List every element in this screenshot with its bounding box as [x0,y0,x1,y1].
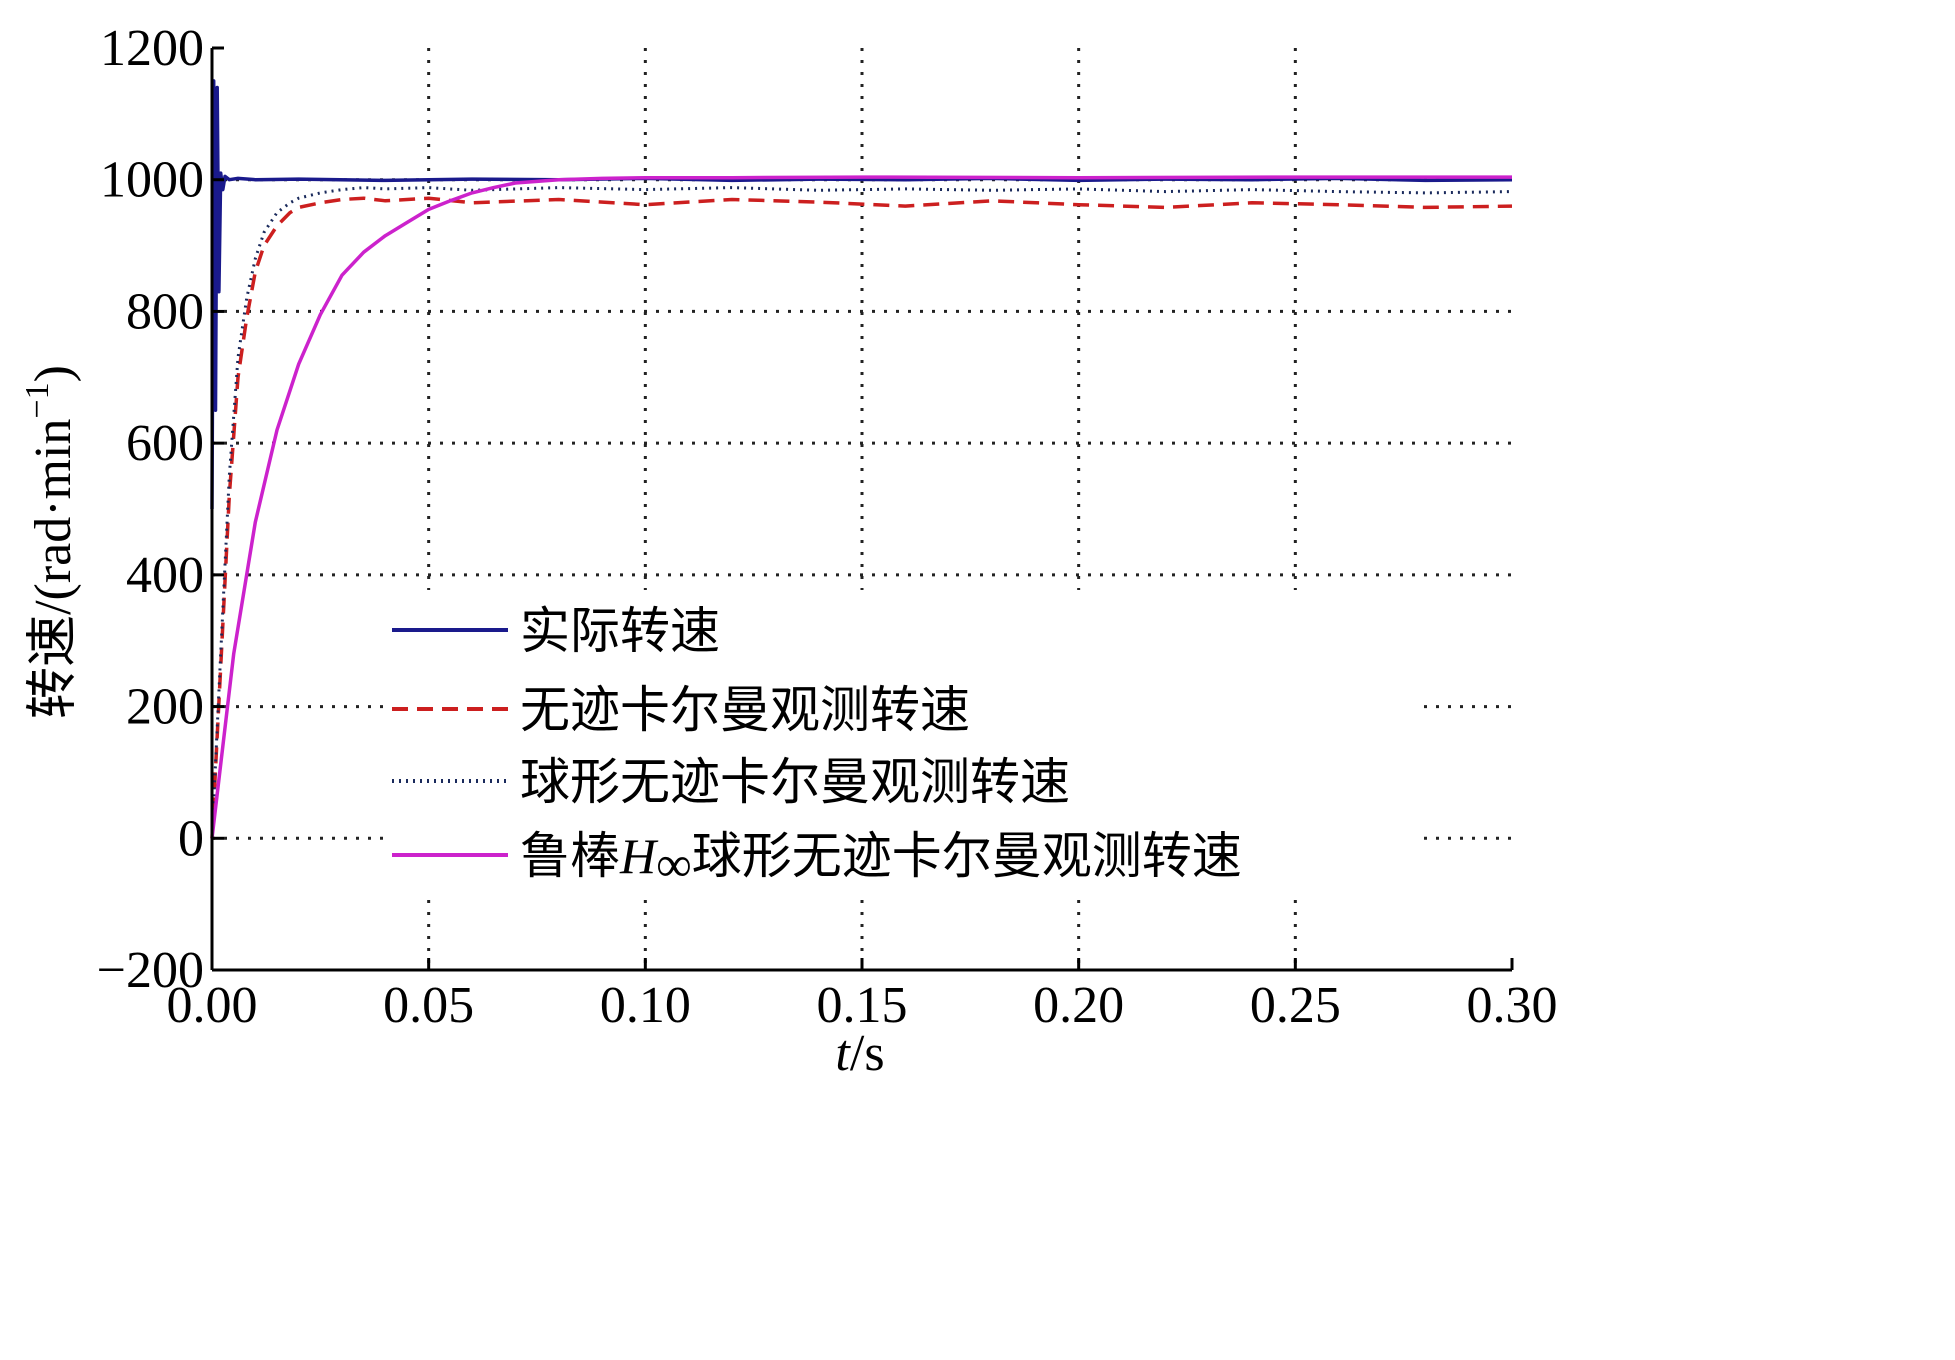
legend-label-actual-speed: 实际转速 [520,602,720,660]
legend-label-robust-sukf-speed: 鲁棒H∞球形无迹卡尔曼观测转速 [520,827,1242,892]
y-tick-label-1: 0 [178,810,204,867]
y-tick-label-0: −200 [97,942,204,999]
y-tick-label-3: 400 [126,547,204,604]
x-tick-label-1: 0.05 [383,977,474,1034]
series-line-1 [210,196,1513,839]
x-tick-label-3: 0.15 [817,977,908,1034]
x-tick-label-0: 0.00 [167,977,258,1034]
ticks-layer: −200 0 200 400 600 800 1000 1200 0.00 0.05 0.10 0.1… [97,20,1558,1034]
y-tick-label-4: 600 [126,415,204,472]
y-tick-label-2: 200 [126,679,204,736]
y-tick-label-5: 800 [126,283,204,340]
legend: 实际转速 无迹卡尔曼观测转速 球形无迹卡尔曼观测转速 鲁棒H∞球形无迹卡尔曼观测… [385,590,1415,900]
chart: −200 0 200 400 600 800 1000 1200 0.00 0.05 0.10 0.1… [19,20,1558,1077]
y-tick-label-6: 1000 [100,152,204,209]
series-line-2 [210,186,1513,839]
x-tick-label-2: 0.10 [600,977,691,1034]
y-tick-label-7: 1200 [100,20,204,77]
legend-label-sukf-speed: 球形无迹卡尔曼观测转速 [520,753,1070,811]
x-tick-label-6: 0.30 [1467,977,1558,1034]
series-layer [210,79,1513,839]
x-tick-label-5: 0.25 [1250,977,1341,1034]
legend-background [385,590,1415,900]
legend-label-ukf-speed: 无迹卡尔曼观测转速 [520,681,970,739]
x-tick-label-4: 0.20 [1033,977,1124,1034]
x-axis-title: t/s [835,1025,884,1077]
series-line-3 [210,175,1512,839]
y-axis-title: 转速/(rad·min−1) [19,365,82,719]
series-line-0 [210,79,1513,510]
speed-chart-svg: −200 0 200 400 600 800 1000 1200 0.00 0.05 0.10 0.1… [19,20,1558,1077]
